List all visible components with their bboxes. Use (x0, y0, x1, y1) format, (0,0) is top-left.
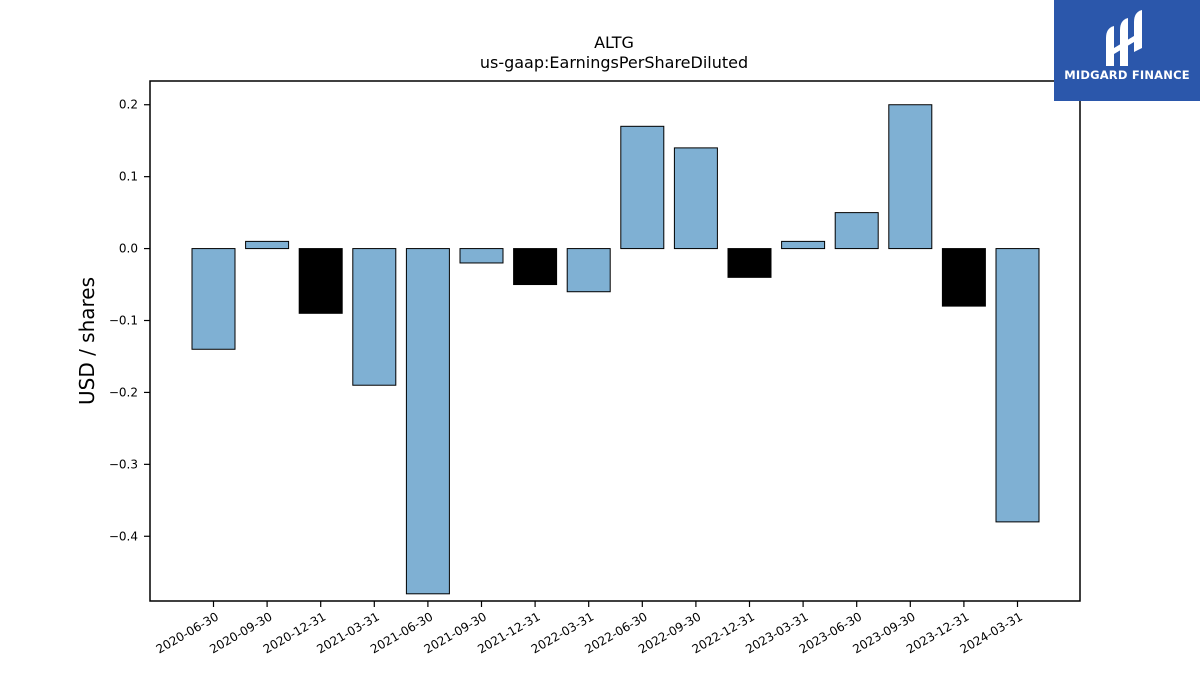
chart-title: ALTG (594, 33, 634, 52)
bar-2024-03-31 (995, 248, 1040, 523)
bars-group (191, 104, 1040, 595)
bar-2023-12-31 (941, 248, 986, 307)
bar-2021-12-31 (513, 248, 558, 286)
bar-2021-03-31 (352, 248, 397, 386)
y-tick-label: 0.1 (119, 170, 138, 184)
midgard-logo-icon (1106, 10, 1142, 66)
bar-2022-09-30 (673, 147, 718, 250)
bar-2022-12-31 (727, 248, 772, 278)
logo-text: MIDGARD FINANCE (1064, 68, 1190, 82)
bar-2020-12-31 (298, 248, 343, 314)
midgard-finance-logo: MIDGARD FINANCE (1054, 0, 1200, 101)
bar-2022-03-31 (566, 248, 611, 293)
chart-subtitle: us-gaap:EarningsPerShareDiluted (480, 53, 748, 72)
bar-2021-06-30 (405, 248, 450, 595)
bar-2023-03-31 (781, 240, 826, 250)
y-tick-label: −0.4 (109, 529, 138, 543)
y-tick-label: 0.2 (119, 98, 138, 112)
y-axis-label: USD / shares (75, 277, 99, 405)
x-axis: 2020-06-302020-09-302020-12-312021-03-31… (154, 601, 1025, 656)
bar-2023-06-30 (834, 212, 879, 250)
y-tick-label: −0.3 (109, 457, 138, 471)
plot-frame (149, 80, 1081, 602)
bar-2021-09-30 (459, 248, 504, 264)
bar-2022-06-30 (620, 125, 665, 250)
y-tick-label: 0.0 (119, 242, 138, 256)
y-tick-label: −0.1 (109, 314, 138, 328)
bar-2020-09-30 (245, 240, 290, 250)
y-axis: 0.2 0.1 0.0 −0.1 −0.2 −0.3 −0.4 (109, 98, 150, 543)
y-tick-label: −0.2 (109, 385, 138, 399)
bar-2020-06-30 (191, 248, 236, 350)
bar-2023-09-30 (888, 104, 933, 250)
